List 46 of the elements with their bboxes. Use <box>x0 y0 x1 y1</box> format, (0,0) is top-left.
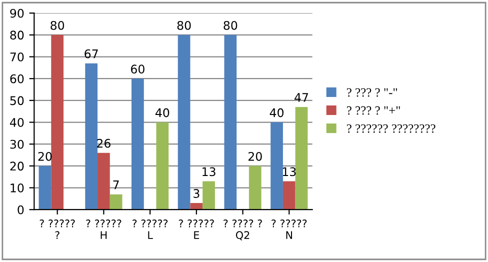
data-label: 60 <box>131 64 144 74</box>
x-tick-label: ? ????? E <box>178 220 214 239</box>
bar <box>178 34 190 210</box>
data-label: 80 <box>177 20 191 30</box>
y-tick-label: 10 <box>10 183 24 192</box>
y-tick-label: 40 <box>10 118 24 127</box>
y-tick-label: 20 <box>10 162 24 171</box>
data-label: 3 <box>194 189 200 198</box>
y-tick-label: 60 <box>10 74 24 84</box>
bar <box>156 122 169 210</box>
bar <box>132 78 144 210</box>
y-tick-label: 70 <box>10 52 24 62</box>
y-tick-label: 30 <box>10 140 24 149</box>
bar <box>224 34 237 210</box>
legend-label: ? ??? ? "-" <box>347 88 398 97</box>
x-tick-label: ? ????? H <box>86 220 122 239</box>
bar <box>85 63 98 210</box>
y-tick-label: 50 <box>10 96 24 106</box>
x-tick-label: ? ????? L <box>132 220 168 239</box>
bar <box>51 34 64 210</box>
legend-label: ? ??? ? "+" <box>347 106 400 115</box>
data-label: 80 <box>50 20 64 30</box>
y-tick-label: 0 <box>18 205 24 214</box>
data-label: 67 <box>84 49 98 58</box>
data-label: 40 <box>155 108 170 118</box>
bar <box>98 152 110 210</box>
data-label: 20 <box>248 152 262 161</box>
bar <box>202 181 215 210</box>
bar <box>270 122 283 210</box>
data-label: 7 <box>113 180 119 190</box>
bar <box>190 203 203 210</box>
bar <box>38 166 52 210</box>
y-tick-label: 80 <box>10 30 24 40</box>
bar <box>282 181 296 210</box>
bar <box>295 106 308 210</box>
x-tick-label: ? ????? ? <box>40 220 75 239</box>
x-tick-label: ? ????? N <box>272 220 307 239</box>
bar <box>110 194 122 210</box>
data-label: 13 <box>202 167 216 176</box>
data-label: 47 <box>294 93 308 102</box>
data-label: 80 <box>224 20 238 30</box>
legend-label: ? ?????? ???????? <box>347 124 436 133</box>
bar <box>248 166 262 210</box>
y-tick-label: 90 <box>10 8 24 18</box>
x-tick-label: ? ???? ? Q2 <box>224 220 262 240</box>
data-label: 40 <box>270 108 284 118</box>
